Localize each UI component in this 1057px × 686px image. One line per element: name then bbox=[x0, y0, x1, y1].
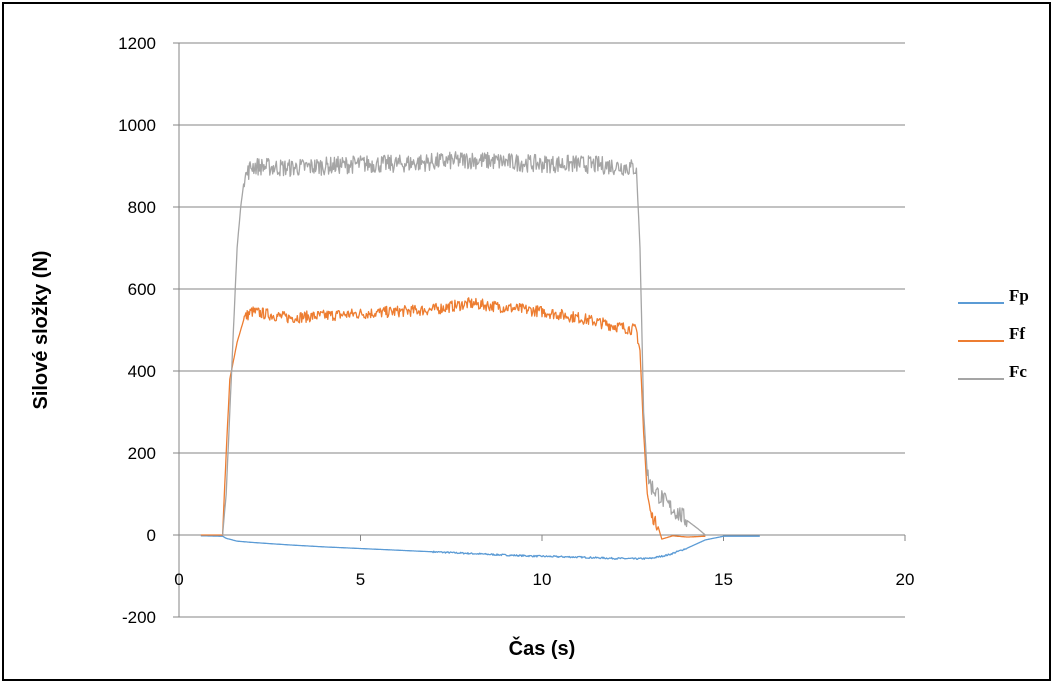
x-tick-label: 0 bbox=[174, 570, 183, 589]
y-tick-label: 600 bbox=[128, 280, 156, 299]
x-axis-ticks: 0 5 10 15 20 bbox=[174, 535, 914, 589]
y-tick-label: 0 bbox=[147, 526, 156, 545]
series-lines bbox=[200, 151, 760, 561]
legend-label: Fp bbox=[1009, 286, 1029, 305]
legend: Fp Ff Fc bbox=[958, 286, 1029, 381]
series-line-fc bbox=[221, 151, 706, 536]
legend-label: Ff bbox=[1009, 324, 1025, 343]
y-axis-title: Silové složky (N) bbox=[30, 251, 52, 410]
y-tick-label: -200 bbox=[122, 608, 156, 627]
y-tick-label: 1000 bbox=[118, 116, 156, 135]
y-tick-label: 400 bbox=[128, 362, 156, 381]
series-line-ff bbox=[200, 297, 706, 540]
y-tick-label: 800 bbox=[128, 198, 156, 217]
y-tick-label: 200 bbox=[128, 444, 156, 463]
y-axis-ticks: -200 0 200 400 600 800 1000 1200 bbox=[118, 34, 179, 627]
x-tick-label: 5 bbox=[356, 570, 365, 589]
legend-label: Fc bbox=[1009, 362, 1027, 381]
y-tick-label: 1200 bbox=[118, 34, 156, 53]
series-line-fp bbox=[200, 535, 760, 561]
axes bbox=[178, 43, 905, 617]
x-tick-label: 20 bbox=[896, 570, 915, 589]
gridlines bbox=[179, 42, 905, 618]
x-axis-title: Čas (s) bbox=[509, 636, 576, 660]
x-tick-label: 15 bbox=[714, 570, 733, 589]
x-tick-label: 10 bbox=[533, 570, 552, 589]
